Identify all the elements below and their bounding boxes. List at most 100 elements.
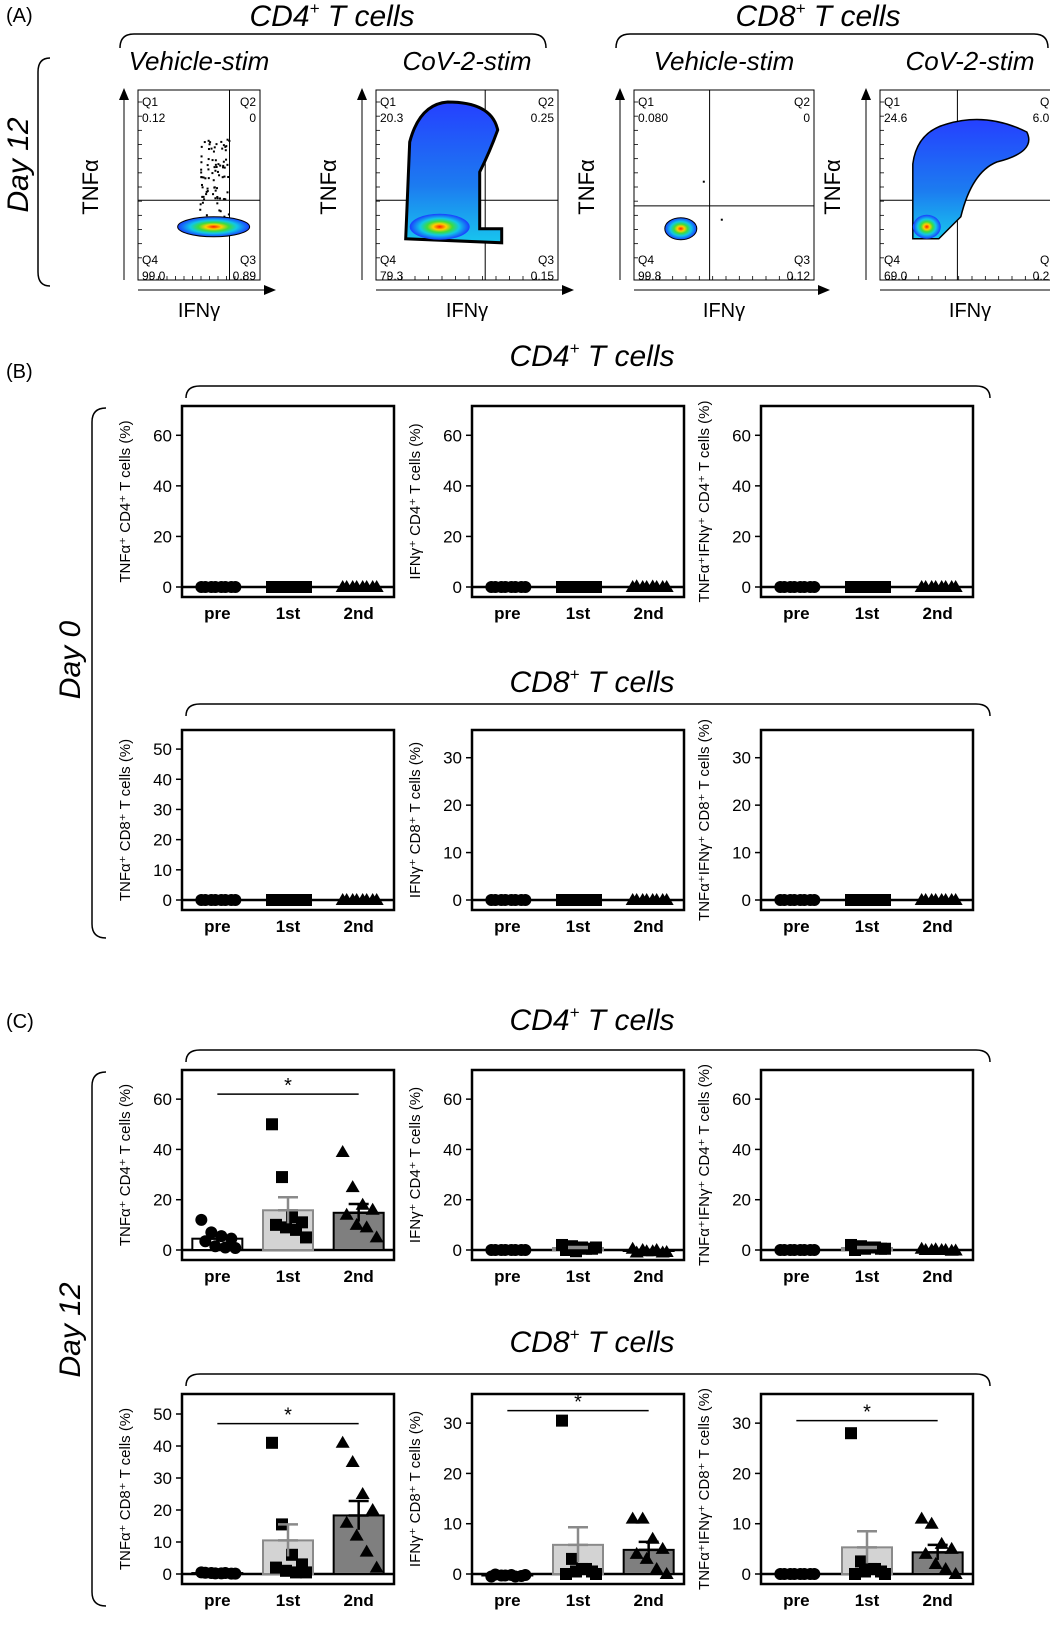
event-dot: [217, 171, 219, 173]
event-dot: [202, 202, 204, 204]
chart-b1: 0204060TNFα⁺ CD4⁺ T cells (%)pre 1st 2nd: [117, 406, 394, 623]
data-point: [346, 1180, 360, 1192]
data-point: [845, 1427, 857, 1439]
y-tick-label: 0: [453, 1565, 462, 1584]
y-tick-label: 0: [163, 1241, 172, 1260]
panel-c-day-brace: [92, 1072, 106, 1606]
data-point: [300, 581, 312, 593]
y-tick-label: 0: [453, 578, 462, 597]
panel-b-day-label: Day 0: [54, 621, 87, 700]
event-dot: [217, 163, 219, 165]
y-tick-label: 30: [443, 1414, 462, 1433]
event-dot: [212, 193, 214, 195]
x-tick-label: 2nd: [344, 917, 374, 936]
event-dot: [221, 148, 223, 150]
event-dot: [211, 172, 213, 174]
data-point: [356, 1487, 370, 1499]
quadrant-label-q4v: 99.8: [638, 269, 662, 283]
group-brace: [186, 1374, 990, 1386]
density-blob: [913, 215, 941, 239]
event-dot: [208, 158, 210, 160]
event-dot: [227, 176, 229, 178]
y-tick-label: 40: [153, 1140, 172, 1159]
event-dot: [227, 139, 229, 141]
chart-frame: [761, 1070, 973, 1260]
event-dot: [228, 213, 230, 215]
y-tick-label: 20: [443, 1191, 462, 1210]
group-title: CD8+ T cells: [736, 0, 901, 33]
x-tick-label: pre: [204, 604, 230, 623]
data-point: [300, 894, 312, 906]
y-tick-label: 40: [443, 477, 462, 496]
y-arrowhead: [119, 88, 129, 100]
x-tick-label: 1st: [855, 917, 880, 936]
y-tick-label: 0: [163, 1565, 172, 1584]
x-tick-label: 1st: [566, 604, 591, 623]
quadrant-label-q2v: 0: [249, 111, 256, 125]
data-point: [366, 1503, 380, 1515]
y-tick-label: 10: [732, 844, 751, 863]
x-tick-label: pre: [494, 604, 520, 623]
chart-frame: [761, 730, 973, 910]
data-point: [590, 1568, 602, 1580]
density-blob: [410, 214, 470, 240]
panel-a-letter: (A): [6, 5, 33, 27]
quadrant-label-q1v: 0.080: [638, 111, 668, 125]
y-tick-label: 0: [453, 891, 462, 910]
x-tick-label: 1st: [276, 1267, 301, 1286]
x-tick-label: 2nd: [634, 917, 664, 936]
event-dot: [223, 176, 225, 178]
flow-y-label: TNFα: [820, 159, 845, 215]
x-tick-label: pre: [783, 1591, 809, 1610]
y-tick-label: 60: [153, 1090, 172, 1109]
group-title: CD4+ T cells: [510, 339, 675, 373]
x-tick-label: 2nd: [923, 1267, 953, 1286]
event-dot: [201, 184, 203, 186]
event-dot: [227, 191, 229, 193]
y-axis-label: TNFα⁺IFNγ⁺ CD4⁺ T cells (%): [696, 1064, 713, 1266]
quadrant-label-q1: Q1: [884, 95, 900, 109]
event-dot: [214, 166, 216, 168]
event-dot: [207, 168, 209, 170]
y-tick-label: 20: [732, 527, 751, 546]
x-tick-label: 2nd: [344, 1591, 374, 1610]
flow-y-label: TNFα: [78, 159, 103, 215]
chart-b2: 0204060IFNγ⁺ CD4⁺ T cells (%)pre 1st 2nd: [407, 406, 684, 623]
y-tick-label: 40: [443, 1140, 462, 1159]
flow-x-label: IFNγ: [703, 300, 745, 322]
group-title: CD4+ T cells: [250, 0, 415, 33]
event-dot: [225, 149, 227, 151]
event-dot: [213, 187, 215, 189]
chart-frame: [472, 406, 684, 597]
y-tick-label: 0: [742, 578, 751, 597]
x-tick-label: pre: [494, 917, 520, 936]
y-tick-label: 0: [742, 1565, 751, 1584]
event-dot: [226, 164, 228, 166]
data-point: [590, 894, 602, 906]
data-point: [229, 1568, 241, 1580]
group-title: CD8+ T cells: [510, 1325, 675, 1359]
y-tick-label: 50: [153, 1405, 172, 1424]
event-dot: [216, 187, 218, 189]
y-arrowhead: [861, 88, 871, 100]
y-tick-label: 30: [153, 800, 172, 819]
y-axis-label: TNFα⁺ CD8⁺ T cells (%): [117, 1408, 134, 1570]
event-dot: [215, 164, 217, 166]
data-point: [266, 1437, 278, 1449]
y-tick-label: 0: [742, 1241, 751, 1260]
chart-frame: [472, 1070, 684, 1260]
event-dot: [222, 165, 224, 167]
data-point: [590, 581, 602, 593]
quadrant-label-q2v: 6.06: [1033, 111, 1050, 125]
x-tick-label: 1st: [855, 1267, 880, 1286]
event-dot: [216, 166, 218, 168]
x-tick-label: 1st: [276, 917, 301, 936]
quadrant-label-q4: Q4: [638, 253, 654, 267]
event-dot: [203, 196, 205, 198]
y-tick-label: 20: [153, 527, 172, 546]
x-tick-label: 2nd: [344, 604, 374, 623]
quadrant-label-q3v: 0.15: [531, 269, 555, 283]
x-arrowhead: [818, 285, 830, 295]
x-tick-label: pre: [783, 917, 809, 936]
panel-b-day-brace: [92, 408, 106, 938]
